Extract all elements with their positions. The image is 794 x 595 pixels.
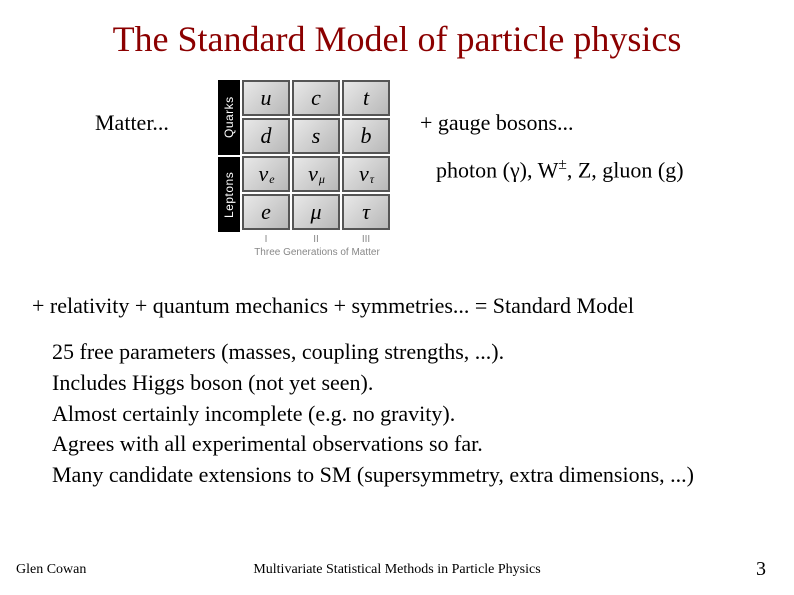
body-line: Almost certainly incomplete (e.g. no gra… <box>52 399 794 430</box>
side-label-leptons: Leptons <box>218 157 240 232</box>
particle-cell: s <box>292 118 340 154</box>
upper-content-row: Matter... Quarks Leptons uctdsbνeνμντeμτ… <box>0 80 794 258</box>
grid-row: uct <box>242 80 392 116</box>
generation-row: I II III <box>242 232 392 245</box>
particle-cell: νe <box>242 156 290 192</box>
grid-side-labels: Quarks Leptons <box>218 80 240 258</box>
particle-cell: u <box>242 80 290 116</box>
body-line: 25 free parameters (masses, coupling str… <box>52 337 794 368</box>
particle-cell: c <box>292 80 340 116</box>
particle-cell: τ <box>342 194 390 230</box>
footer: Glen Cowan Multivariate Statistical Meth… <box>0 558 794 581</box>
body-line: Includes Higgs boson (not yet seen). <box>52 368 794 399</box>
gen-label: III <box>342 232 390 245</box>
bosons-line2: photon (γ), W±, Z, gluon (g) <box>420 136 684 183</box>
generation-caption: Three Generations of Matter <box>242 247 392 258</box>
page-number: 3 <box>756 558 766 581</box>
gen-label: I <box>242 232 290 245</box>
footer-title: Multivariate Statistical Methods in Part… <box>253 562 540 578</box>
grid-row: νeνμντ <box>242 156 392 192</box>
particle-grid: Quarks Leptons uctdsbνeνμντeμτ I II III … <box>218 80 392 258</box>
particle-cell: d <box>242 118 290 154</box>
grid-row: dsb <box>242 118 392 154</box>
grid-rows: uctdsbνeνμντeμτ <box>242 80 392 230</box>
particle-cell: μ <box>292 194 340 230</box>
particle-cell: ντ <box>342 156 390 192</box>
matter-label: Matter... <box>95 80 190 136</box>
particle-cell: b <box>342 118 390 154</box>
side-label-quarks: Quarks <box>218 80 240 155</box>
particle-cell: t <box>342 80 390 116</box>
particle-cell: νμ <box>292 156 340 192</box>
body-list: 25 free parameters (masses, coupling str… <box>0 319 794 491</box>
footer-author: Glen Cowan <box>16 562 86 578</box>
bosons-block: + gauge bosons... photon (γ), W±, Z, glu… <box>420 80 684 183</box>
slide-title: The Standard Model of particle physics <box>0 0 794 80</box>
body-line: Agrees with all experimental observation… <box>52 429 794 460</box>
body-line: Many candidate extensions to SM (supersy… <box>52 460 794 491</box>
grid-row: eμτ <box>242 194 392 230</box>
equation-line: + relativity + quantum mechanics + symme… <box>0 258 794 319</box>
particle-cell: e <box>242 194 290 230</box>
gen-label: II <box>292 232 340 245</box>
bosons-line1: + gauge bosons... <box>420 110 684 136</box>
